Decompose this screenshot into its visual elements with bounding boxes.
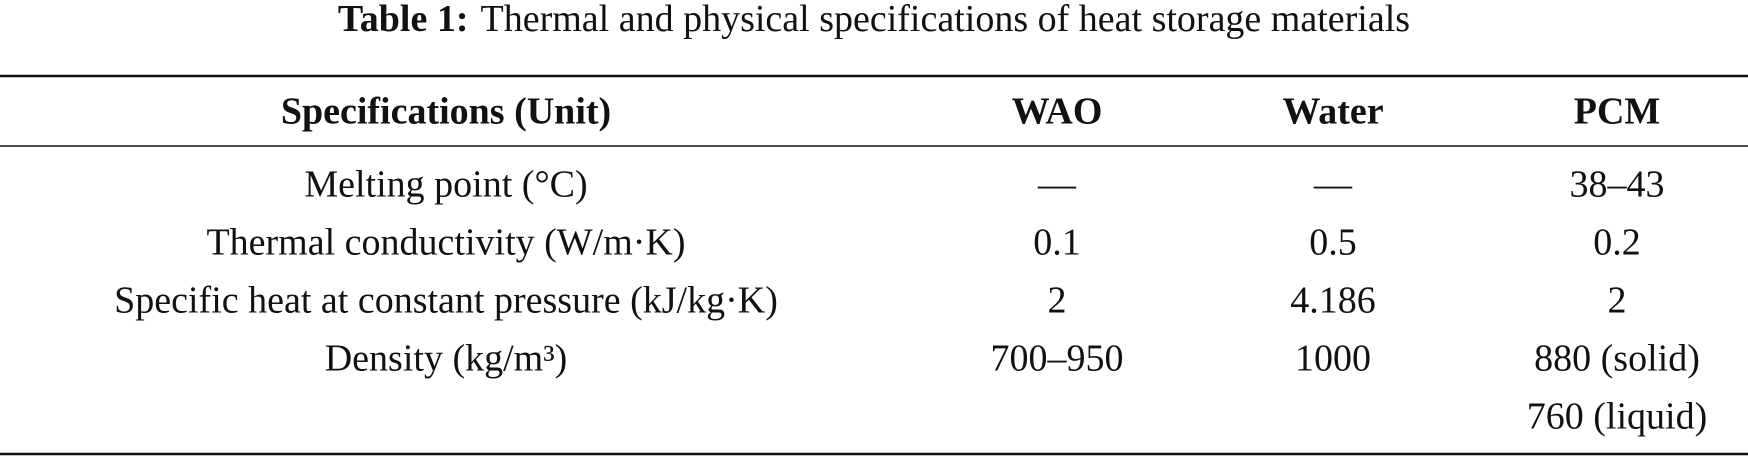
cell: 4.186 <box>1290 280 1376 322</box>
caption-text: Thermal and physical specifications of h… <box>480 0 1410 40</box>
row: Specific heat at constant pressure (kJ/k… <box>114 280 1626 322</box>
cell: — <box>1037 164 1077 206</box>
header-cell: Water <box>1282 91 1383 133</box>
cell: Specific heat at constant pressure (kJ/k… <box>114 280 778 322</box>
row: Density (kg/m³) 700–950 1000 880 (solid)… <box>325 338 1708 438</box>
header-cell: WAO <box>1012 91 1103 133</box>
cell: 2 <box>1608 280 1627 322</box>
cell: — <box>1313 164 1353 206</box>
cell: Density (kg/m³) <box>325 338 568 380</box>
cell: 880 (solid) <box>1534 338 1700 380</box>
caption-label: Table 1: <box>338 0 469 40</box>
header-cell: PCM <box>1574 91 1661 133</box>
header-row: Specifications (Unit) WAO Water PCM <box>281 91 1660 133</box>
cell: 1000 <box>1295 338 1371 380</box>
cell: 0.5 <box>1309 222 1357 264</box>
cell: 38–43 <box>1570 164 1665 206</box>
cell: 0.1 <box>1033 222 1081 264</box>
row: Thermal conductivity (W/m·K) 0.1 0.5 0.2 <box>206 222 1640 264</box>
cell: 700–950 <box>991 338 1124 380</box>
row: Melting point (°C) — — 38–43 <box>304 164 1664 206</box>
header-cell: Specifications (Unit) <box>281 91 611 133</box>
caption: Table 1: Thermal and physical specificati… <box>338 0 1410 40</box>
cell: Melting point (°C) <box>304 164 587 206</box>
cell: 0.2 <box>1593 222 1641 264</box>
cell: 760 (liquid) <box>1527 396 1707 438</box>
cell: 2 <box>1048 280 1067 322</box>
cell: Thermal conductivity (W/m·K) <box>206 222 685 264</box>
